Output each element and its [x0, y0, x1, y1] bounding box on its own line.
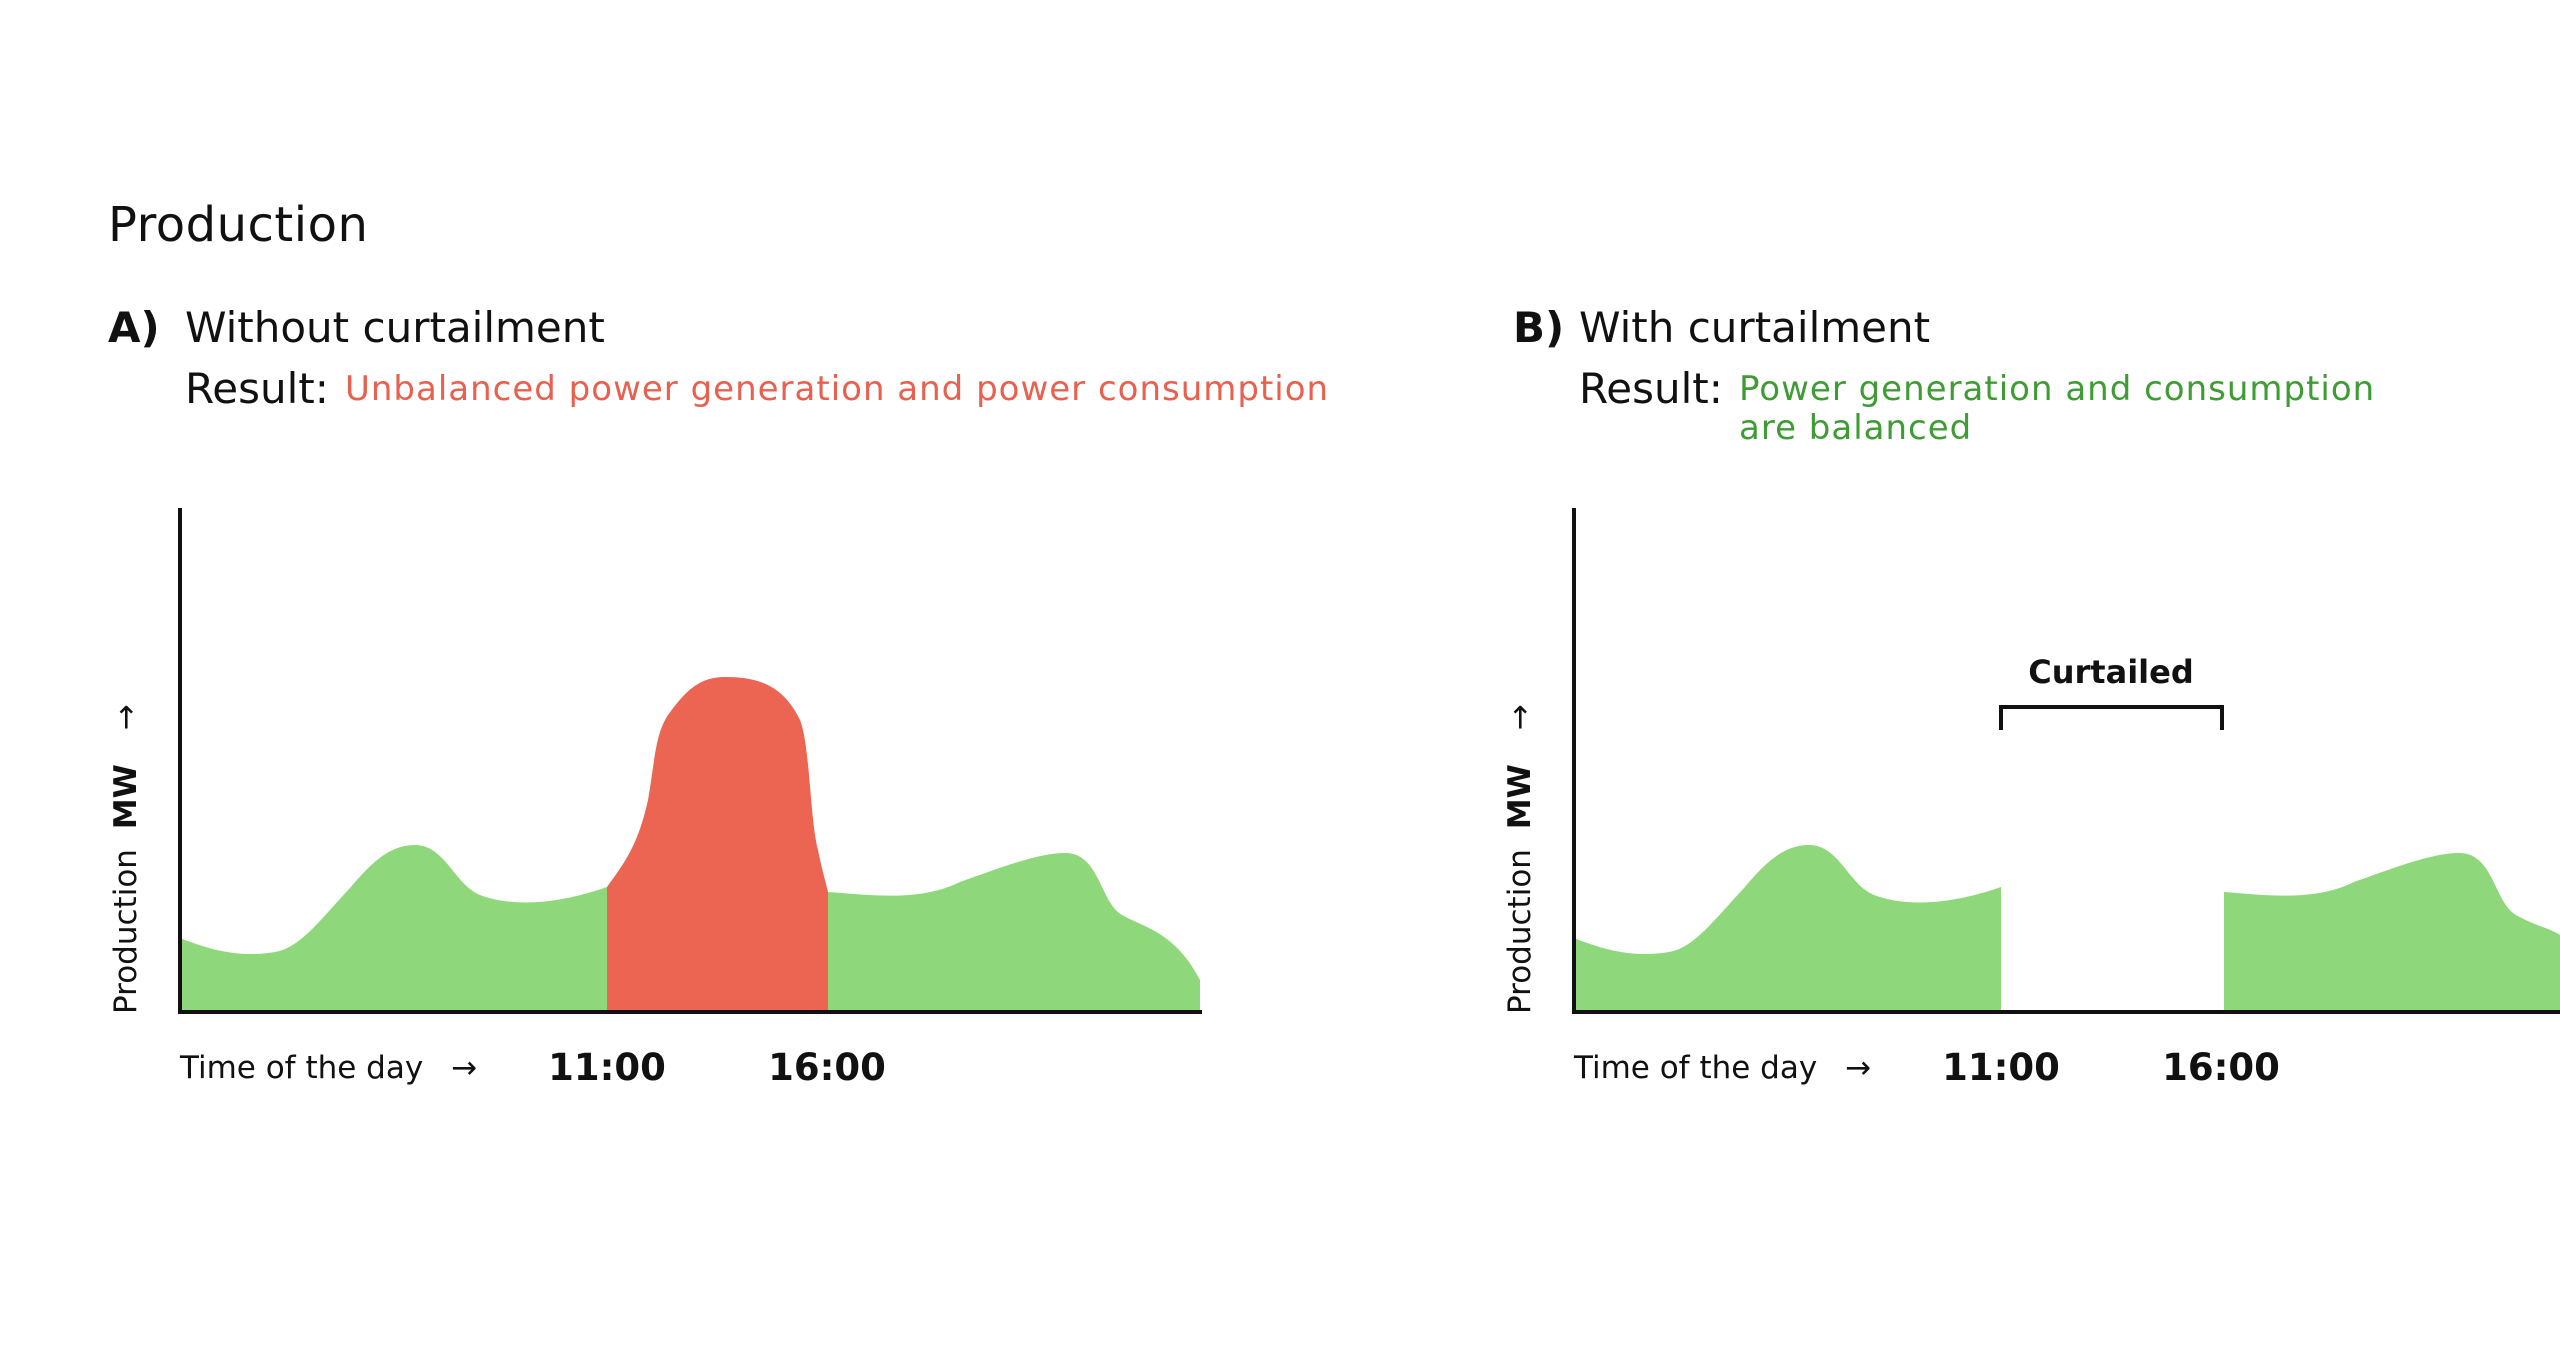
svg-text:Production MW: Production MW →	[1502, 704, 1538, 1014]
panel-b-tick-11: 11:00	[1942, 1046, 2060, 1089]
panel-a-x-label: Time of the day →	[179, 1050, 477, 1086]
panel-a-area-green-right	[828, 852, 1200, 1012]
panel-a-result-label: Result:	[185, 364, 329, 413]
panel-a-result-text: Unbalanced power generation and power co…	[345, 370, 1329, 409]
svg-text:Production MW: Production MW →	[108, 704, 144, 1014]
panel-b-area-green-left	[1574, 845, 2001, 1012]
panel-a-y-label: Production MW →	[108, 704, 144, 1014]
panel-a-result-line-1: Unbalanced power generation and power co…	[345, 369, 1330, 409]
panel-b-curtailed-label: Curtailed	[2028, 653, 2193, 691]
panel-b-x-arrow-icon: →	[1845, 1050, 1871, 1086]
panel-a-area-green-left	[180, 845, 607, 1012]
panel-b-y-label-text: Production	[1502, 849, 1538, 1014]
panel-b-result-label: Result:	[1579, 364, 1723, 413]
panel-a-tick-16: 16:00	[768, 1046, 886, 1089]
panel-a-x-arrow-icon: →	[451, 1050, 477, 1086]
panel-b-curtailed-bracket	[1999, 705, 2224, 730]
panel-b-result-line-2: are balanced	[1739, 408, 1973, 448]
panel-b-y-arrow-icon: →	[1502, 704, 1538, 730]
panel-b-x-label: Time of the day →	[1573, 1050, 1871, 1086]
panel-a-y-label-unit: MW	[108, 764, 144, 829]
panel-a-y-arrow-icon: →	[108, 704, 144, 730]
page-title: Production	[108, 197, 369, 253]
panel-a-area-red-surplus	[607, 677, 828, 1012]
panel-b-result-line-1: Power generation and consumption	[1739, 369, 2376, 409]
panel-b-x-label-text: Time of the day	[1573, 1050, 1817, 1086]
panel-b-y-label-unit: MW	[1502, 764, 1538, 829]
panel-b-y-label: Production MW →	[1502, 704, 1538, 1014]
panel-b-tick-16: 16:00	[2162, 1046, 2280, 1089]
panel-b-area-green-right	[2224, 852, 2560, 1012]
panel-a-y-label-text: Production	[108, 849, 144, 1014]
panel-b-result-text: Power generation and consumption are bal…	[1739, 370, 2375, 448]
panel-b-chart: Curtailed Production MW → Time of the da…	[1502, 508, 2560, 1089]
panel-b-heading: With curtailment	[1579, 303, 1931, 352]
panel-a-x-label-text: Time of the day	[179, 1050, 423, 1086]
panel-a-letter: A)	[108, 303, 160, 352]
panel-a-tick-11: 11:00	[548, 1046, 666, 1089]
panel-b-letter: B)	[1513, 303, 1565, 352]
panel-a-chart: Production MW → Time of the day → 11:00 …	[108, 508, 1202, 1089]
panel-a-heading: Without curtailment	[185, 303, 605, 352]
